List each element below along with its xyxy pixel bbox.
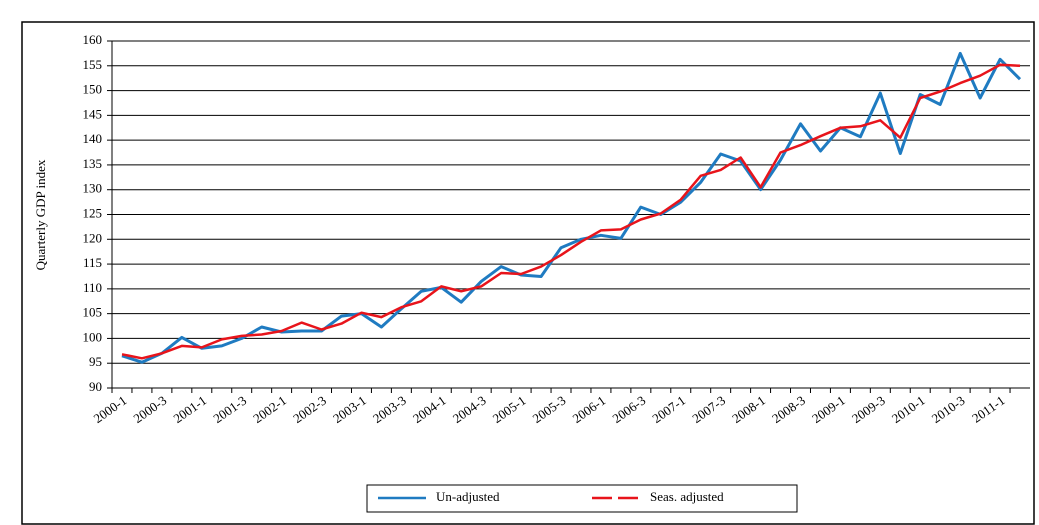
x-tick-label: 2005-1 — [490, 393, 529, 426]
x-tick-label: 2004-1 — [410, 393, 449, 426]
y-tick-label: 100 — [83, 329, 103, 344]
x-tick-label: 2000-1 — [91, 393, 130, 426]
legend-label: Seas. adjusted — [650, 489, 724, 504]
y-tick-label: 145 — [83, 106, 103, 121]
x-tick-label: 2002-1 — [250, 393, 289, 426]
x-tick-label: 2007-3 — [689, 393, 728, 426]
y-tick-label: 150 — [83, 82, 103, 97]
y-axis-label: Quarterly GDP index — [33, 159, 48, 270]
series-line — [121, 63, 1021, 360]
y-tick-label: 120 — [83, 230, 103, 245]
y-tick-label: 95 — [89, 354, 102, 369]
x-tick-label: 2001-1 — [170, 393, 209, 426]
y-tick-label: 130 — [83, 181, 103, 196]
x-tick-label: 2011-1 — [969, 393, 1007, 426]
x-tick-label: 2003-3 — [370, 393, 409, 426]
x-tick-label: 2008-3 — [769, 393, 808, 426]
x-tick-label: 2002-3 — [290, 393, 329, 426]
y-tick-label: 110 — [83, 280, 102, 295]
x-tick-label: 2003-1 — [330, 393, 369, 426]
x-tick-label: 2000-3 — [131, 393, 170, 426]
x-tick-label: 2004-3 — [450, 393, 489, 426]
y-tick-label: 125 — [83, 205, 103, 220]
x-tick-label: 2009-3 — [849, 393, 888, 426]
x-tick-label: 2009-1 — [809, 393, 848, 426]
y-tick-label: 115 — [83, 255, 102, 270]
x-tick-label: 2010-3 — [929, 393, 968, 426]
y-tick-label: 140 — [83, 131, 103, 146]
x-tick-label: 2001-3 — [210, 393, 249, 426]
legend-label: Un-adjusted — [436, 489, 500, 504]
y-tick-label: 105 — [83, 305, 103, 320]
x-tick-label: 2006-1 — [570, 393, 609, 426]
chart-frame — [21, 21, 1035, 525]
x-tick-label: 2005-3 — [530, 393, 569, 426]
legend-box — [366, 484, 798, 513]
x-tick-label: 2008-1 — [729, 393, 768, 426]
y-tick-label: 155 — [83, 57, 103, 72]
x-tick-label: 2007-1 — [649, 393, 688, 426]
y-tick-label: 160 — [83, 32, 103, 47]
series-line — [121, 51, 1022, 364]
y-tick-label: 135 — [83, 156, 103, 171]
x-tick-label: 2010-1 — [889, 393, 928, 426]
x-tick-label: 2006-3 — [609, 393, 648, 426]
y-tick-label: 90 — [89, 379, 102, 394]
